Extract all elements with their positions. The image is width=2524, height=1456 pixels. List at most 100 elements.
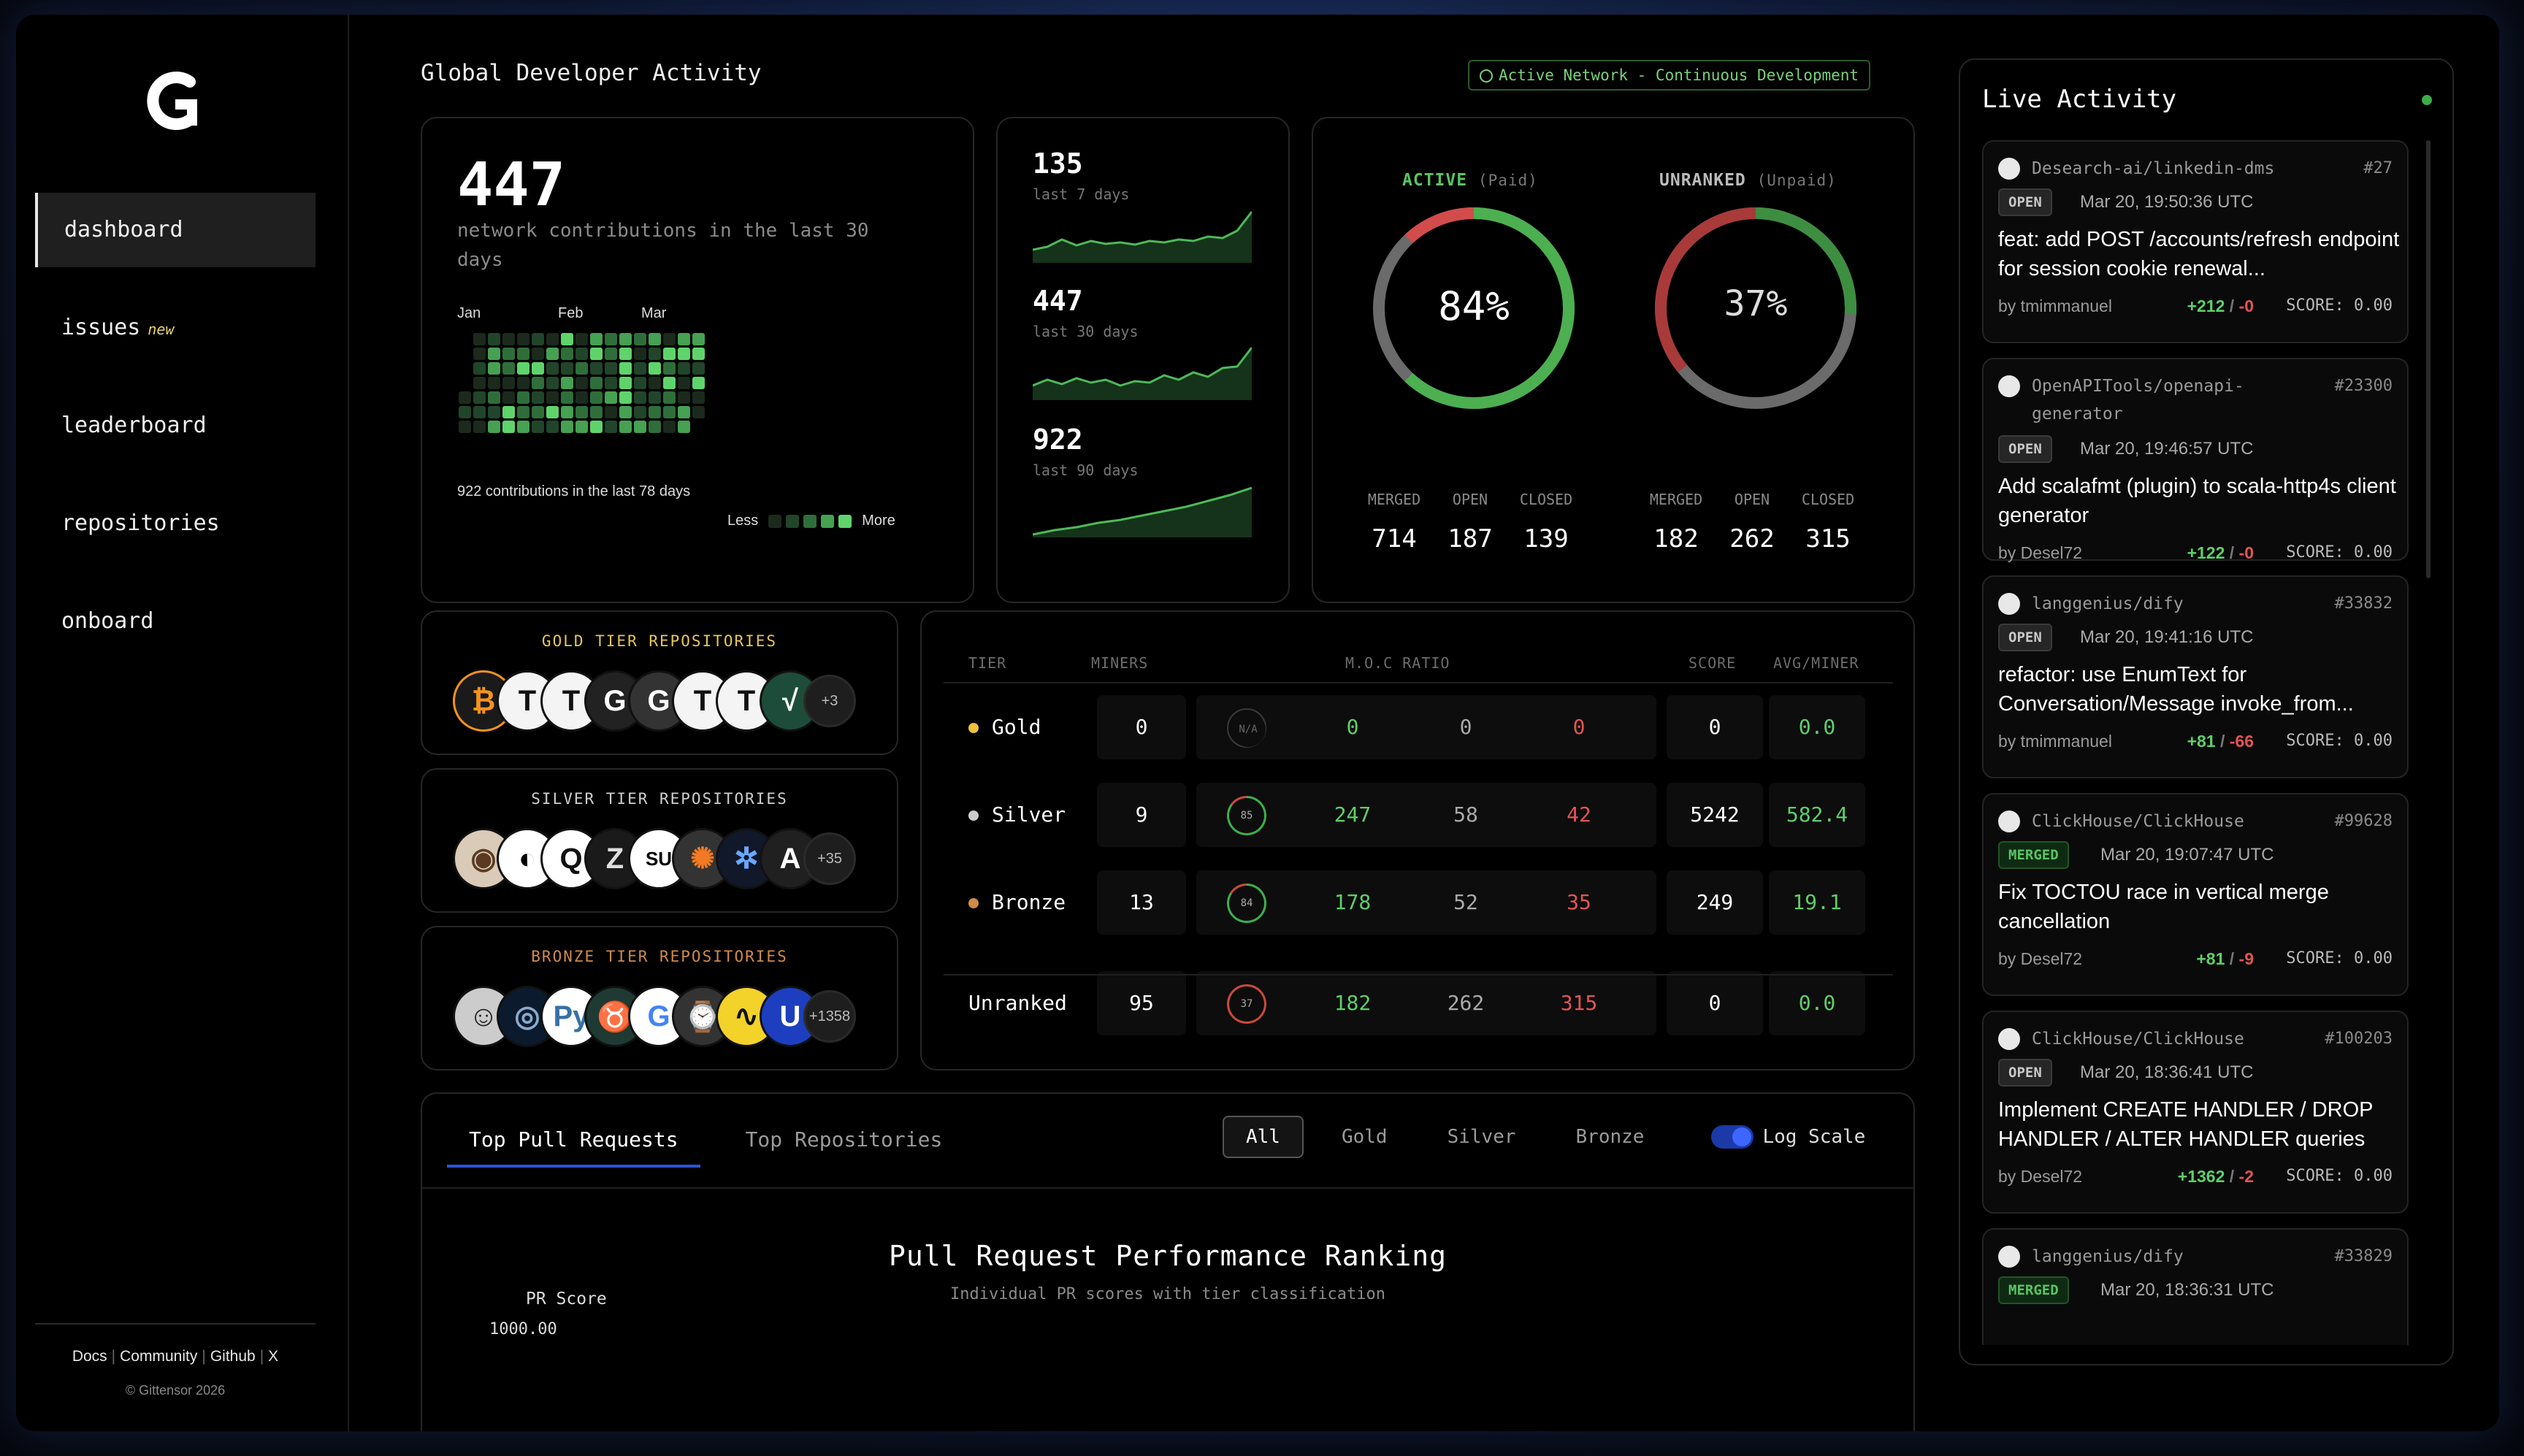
pr-number[interactable]: #27	[2363, 159, 2393, 177]
gittensor-logo[interactable]	[139, 66, 209, 136]
repo-name[interactable]: ClickHouse/ClickHouse	[2032, 1030, 2244, 1049]
heatmap-cell[interactable]	[590, 406, 603, 418]
activity-item[interactable]: ClickHouse/ClickHouse #100203 OPEN Mar 20, …	[1982, 1011, 2409, 1214]
heatmap-cell[interactable]	[502, 406, 515, 418]
heatmap-cell[interactable]	[663, 362, 676, 375]
heatmap-cell[interactable]	[488, 421, 500, 433]
heatmap-cell[interactable]	[605, 362, 617, 375]
heatmap-cell[interactable]	[634, 391, 646, 404]
heatmap-cell[interactable]	[575, 391, 588, 404]
heatmap-cell[interactable]	[619, 333, 632, 345]
heatmap-cell[interactable]	[649, 362, 661, 375]
heatmap-cell[interactable]	[590, 421, 603, 433]
heatmap-cell[interactable]	[590, 391, 603, 404]
heatmap-cell[interactable]	[517, 391, 529, 404]
heatmap-cell[interactable]	[619, 406, 632, 418]
heatmap-cell[interactable]	[532, 421, 544, 433]
heatmap-cell[interactable]	[459, 406, 471, 418]
heatmap-cell[interactable]	[619, 377, 632, 389]
heatmap-cell[interactable]	[517, 333, 529, 345]
gold-tier-card[interactable]: GOLD TIER REPOSITORIES ₿ T T G G T T √ +…	[421, 610, 898, 755]
heatmap-cell[interactable]	[488, 348, 500, 360]
heatmap-cell[interactable]	[473, 406, 486, 418]
heatmap-cell[interactable]	[575, 421, 588, 433]
heatmap-cell[interactable]	[605, 406, 617, 418]
heatmap-cell[interactable]	[663, 348, 676, 360]
heatmap-cell[interactable]	[502, 391, 515, 404]
heatmap-cell[interactable]	[605, 333, 617, 345]
nav-repositories[interactable]: repositories	[35, 486, 316, 561]
github-link[interactable]: Github	[210, 1348, 256, 1365]
community-link[interactable]: Community	[120, 1348, 198, 1365]
heatmap-cell[interactable]	[634, 377, 646, 389]
heatmap-cell[interactable]	[663, 377, 676, 389]
heatmap-cell[interactable]	[459, 421, 471, 433]
heatmap-cell[interactable]	[605, 391, 617, 404]
heatmap-cell[interactable]	[561, 421, 573, 433]
tab-top-repositories[interactable]: Top Repositories	[745, 1127, 943, 1152]
filter-all[interactable]: All	[1223, 1116, 1304, 1158]
heatmap-cell[interactable]	[561, 391, 573, 404]
scrollbar[interactable]	[2426, 140, 2431, 578]
heatmap-cell[interactable]	[473, 362, 486, 375]
pr-number[interactable]: #23300	[2334, 377, 2393, 395]
activity-item[interactable]: ClickHouse/ClickHouse #99628 MERGED Mar 20,…	[1982, 793, 2409, 996]
heatmap-cell[interactable]	[692, 333, 705, 345]
heatmap-cell[interactable]	[605, 421, 617, 433]
heatmap-cell[interactable]	[605, 348, 617, 360]
heatmap-cell[interactable]	[488, 362, 500, 375]
heatmap-cell[interactable]	[590, 377, 603, 389]
activity-item[interactable]: Desearch-ai/linkedin-dms #27 OPEN Mar 20, 1…	[1982, 140, 2409, 343]
heatmap-cell[interactable]	[692, 391, 705, 404]
heatmap-cell[interactable]	[546, 362, 559, 375]
heatmap-cell[interactable]	[488, 377, 500, 389]
bronze-tier-card[interactable]: BRONZE TIER REPOSITORIES ☺ ◎ Py ♉ G ⌚ ∿ …	[421, 926, 898, 1070]
heatmap-cell[interactable]	[663, 333, 676, 345]
heatmap-cell[interactable]	[488, 406, 500, 418]
silver-tier-card[interactable]: SILVER TIER REPOSITORIES ◉ ◐ Q Z SU ✺ ✲ …	[421, 768, 898, 913]
heatmap-cell[interactable]	[634, 421, 646, 433]
pr-title[interactable]: Implement CREATE HANDLER / DROP HANDLER …	[1998, 1098, 2373, 1151]
filter-silver[interactable]: Silver	[1447, 1126, 1516, 1148]
filter-gold[interactable]: Gold	[1341, 1126, 1388, 1148]
heatmap-cell[interactable]	[663, 391, 676, 404]
heatmap-cell[interactable]	[605, 377, 617, 389]
nav-onboard[interactable]: onboard	[35, 584, 316, 659]
heatmap-cell[interactable]	[532, 391, 544, 404]
log-scale-toggle[interactable]	[1711, 1125, 1754, 1149]
heatmap-cell[interactable]	[517, 421, 529, 433]
heatmap-cell[interactable]	[546, 348, 559, 360]
heatmap-cell[interactable]	[692, 406, 705, 418]
pr-author[interactable]: by Desel72	[1998, 1167, 2083, 1186]
heatmap-cell[interactable]	[619, 362, 632, 375]
heatmap-cell[interactable]	[678, 406, 690, 418]
repo-name[interactable]: ClickHouse/ClickHouse	[2032, 812, 2244, 831]
heatmap-cell[interactable]	[488, 333, 500, 345]
heatmap-cell[interactable]	[649, 406, 661, 418]
docs-link[interactable]: Docs	[72, 1348, 107, 1365]
heatmap-cell[interactable]	[473, 333, 486, 345]
heatmap-cell[interactable]	[473, 421, 486, 433]
heatmap-cell[interactable]	[634, 362, 646, 375]
heatmap-cell[interactable]	[502, 333, 515, 345]
heatmap-cell[interactable]	[561, 377, 573, 389]
heatmap-cell[interactable]	[634, 333, 646, 345]
heatmap-cell[interactable]	[590, 362, 603, 375]
heatmap-cell[interactable]	[619, 421, 632, 433]
more-repos-count[interactable]: +1358	[803, 990, 856, 1043]
nav-dashboard[interactable]: dashboard	[35, 193, 316, 267]
heatmap-cell[interactable]	[678, 391, 690, 404]
filter-bronze[interactable]: Bronze	[1575, 1126, 1645, 1148]
pr-number[interactable]: #100203	[2325, 1030, 2393, 1048]
heatmap-cell[interactable]	[575, 406, 588, 418]
heatmap-cell[interactable]	[678, 333, 690, 345]
activity-item[interactable]: OpenAPITools/openapi-generator #23300 OPEN…	[1982, 358, 2409, 562]
heatmap-cell[interactable]	[561, 348, 573, 360]
heatmap-cell[interactable]	[678, 421, 690, 433]
repo-name[interactable]: Desearch-ai/linkedin-dms	[2032, 159, 2275, 178]
tier-row[interactable]: Gold 0 N/A 0 0 0 0 0.0	[944, 691, 1865, 764]
heatmap-cell[interactable]	[692, 362, 705, 375]
heatmap-cell[interactable]	[575, 348, 588, 360]
heatmap-cell[interactable]	[678, 362, 690, 375]
heatmap-cell[interactable]	[473, 391, 486, 404]
